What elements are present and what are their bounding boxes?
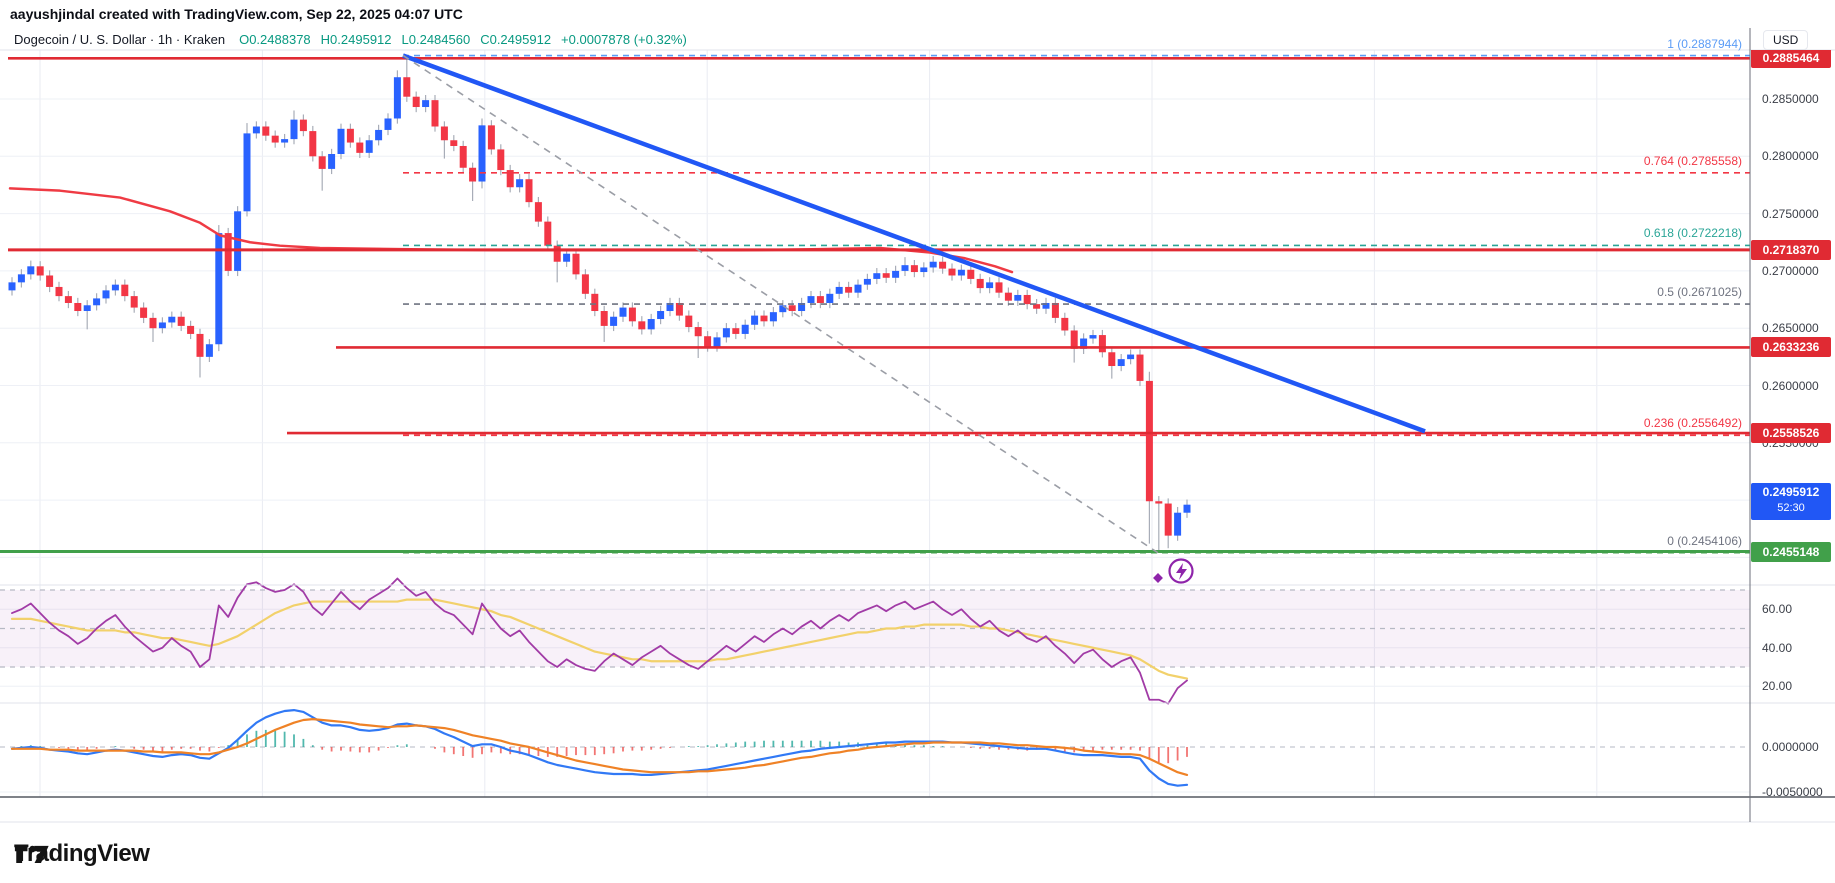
macd-tick-label: -0.0050000 xyxy=(1762,785,1823,799)
open-value: O0.2488378 xyxy=(239,32,311,47)
bar-countdown: 52:30 xyxy=(1777,501,1805,514)
current-price-chip: 0.2495912 52:30 xyxy=(1751,482,1831,520)
currency-label[interactable]: USD xyxy=(1763,30,1809,50)
rsi-tick-label: 20.00 xyxy=(1762,679,1793,694)
tradingview-brand-text: TradingView xyxy=(14,840,150,867)
fib-level-label: 1 (0.2887944) xyxy=(1667,36,1742,51)
pane-overlay: 1 (0.2887944) 0.764 (0.2785558) 0.618 (0.2… xyxy=(1643,36,1742,548)
low-value: L0.2484560 xyxy=(401,32,471,47)
fib-level-label: 0.236 (0.2556492) xyxy=(1643,416,1742,431)
high-value: H0.2495912 xyxy=(320,32,392,47)
price-level-chip: 0.2718370 xyxy=(1751,239,1831,260)
tradingview-logo[interactable]: TradingView xyxy=(14,840,150,868)
rsi-tick-label: 60.00 xyxy=(1762,602,1793,617)
close-value: C0.2495912 xyxy=(480,32,552,47)
price-tick-label: 0.2700000 xyxy=(1762,263,1819,278)
fib-level-label: 0 (0.2454106) xyxy=(1667,533,1742,548)
price-level-chip: 0.2633236 xyxy=(1751,337,1831,358)
price-level-chip: 0.2558526 xyxy=(1751,423,1831,444)
price-tick-label: 0.2850000 xyxy=(1762,92,1819,106)
time-axis[interactable]: 1718192021222324 xyxy=(0,797,1750,822)
price-tick-label: 0.2800000 xyxy=(1762,149,1819,164)
price-tick-label: 0.2600000 xyxy=(1762,378,1819,393)
price-chip-value: 0.2495912 xyxy=(1762,484,1820,499)
symbol-title[interactable]: Dogecoin / U. S. Dollar · 1h · Kraken xyxy=(14,32,226,47)
rsi-tick-label: 40.00 xyxy=(1762,640,1793,655)
macd-tick-label: 0.0000000 xyxy=(1762,740,1819,754)
price-chip-value: 0.2455148 xyxy=(1762,544,1820,559)
creator-credit: aayushjindal created with TradingView.co… xyxy=(10,6,463,22)
exchange-label: Kraken xyxy=(183,32,226,47)
price-chip-value: 0.2633236 xyxy=(1762,340,1820,355)
price-tick-label: 0.2750000 xyxy=(1762,206,1819,221)
price-chip-value: 0.2558526 xyxy=(1762,426,1820,441)
price-tick-label: 0.2650000 xyxy=(1762,321,1819,336)
fib-level-label: 0.618 (0.2722218) xyxy=(1643,226,1742,241)
ohlc-values: O0.2488378 H0.2495912 L0.2484560 C0.2495912… xyxy=(239,32,697,47)
price-level-chip: 0.2455148 xyxy=(1751,541,1831,562)
fib-level-label: 0.764 (0.2785558) xyxy=(1643,153,1742,168)
price-axis[interactable]: 0.2850000 0.2800000 0.2750000 0.2700000 0.26… xyxy=(1750,50,1835,822)
price-chip-value: 0.2718370 xyxy=(1762,242,1820,257)
fib-level-label: 0.5 (0.2671025) xyxy=(1657,285,1742,300)
price-chip-value: 0.2885464 xyxy=(1762,51,1820,66)
change-value: +0.0007878 (+0.32%) xyxy=(561,32,687,47)
chart-title-bar: Dogecoin / U. S. Dollar · 1h · Kraken O0.… xyxy=(14,32,697,47)
interval-label: 1h xyxy=(157,32,173,47)
price-level-chip: 0.2885464 xyxy=(1751,50,1831,69)
